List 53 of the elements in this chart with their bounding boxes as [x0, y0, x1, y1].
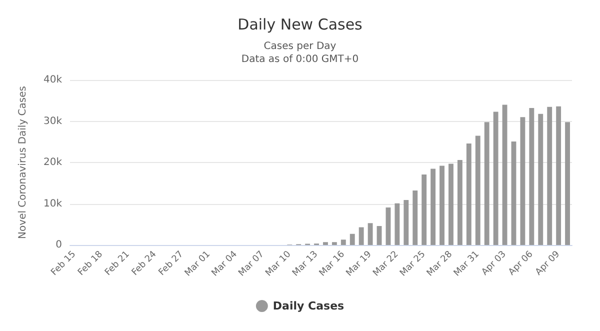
x-tick-label: Mar 22 — [372, 249, 401, 279]
bar — [323, 242, 328, 245]
bar — [466, 144, 472, 245]
bar — [440, 166, 444, 245]
bar — [484, 122, 490, 245]
x-tick-label: Feb 18 — [76, 249, 106, 278]
y-tick-label: 20k — [43, 157, 62, 168]
bar — [538, 114, 544, 245]
bar — [493, 112, 498, 245]
bar — [332, 242, 337, 245]
bar — [502, 104, 508, 245]
y-tick-label: 0 — [56, 240, 62, 250]
x-tick-label: Mar 01 — [183, 249, 212, 279]
bar — [368, 223, 373, 245]
bar — [422, 174, 427, 245]
bar — [350, 234, 355, 245]
chart-title: Daily New Cases — [238, 16, 363, 34]
x-tick-label: Mar 31 — [452, 249, 482, 279]
bar — [386, 207, 391, 245]
x-tick-label: Mar 28 — [425, 249, 455, 279]
bar — [565, 122, 570, 245]
x-tick-label: Mar 10 — [264, 249, 294, 279]
bar — [511, 141, 516, 245]
x-tick-label: Mar 13 — [290, 249, 320, 279]
bar — [404, 200, 409, 245]
bar — [394, 203, 400, 245]
bar — [529, 108, 534, 245]
x-tick-label: Feb 24 — [130, 249, 159, 278]
y-tick-label: 30k — [43, 116, 62, 127]
x-tick-label: Feb 21 — [103, 249, 132, 278]
bar — [358, 227, 364, 245]
x-tick-label: Mar 07 — [237, 249, 266, 279]
bar — [376, 226, 382, 245]
chart-subtitle: Cases per Day Data as of 0:00 GMT+0 — [241, 41, 359, 65]
y-tick-label: 10k — [43, 198, 62, 210]
bar — [457, 160, 462, 245]
bar — [448, 164, 454, 245]
x-tick-label: Feb 15 — [50, 249, 78, 278]
x-tick-label: Apr 06 — [507, 249, 536, 278]
bar — [556, 106, 562, 245]
bar — [430, 168, 436, 245]
x-tick-label: Feb 27 — [157, 249, 186, 278]
y-tick-label: 40k — [43, 74, 62, 86]
bar — [520, 117, 526, 245]
bar — [547, 106, 552, 245]
bar — [412, 190, 418, 245]
bar — [475, 136, 480, 245]
legend-label: Daily Cases — [272, 300, 345, 312]
x-tick-label: Apr 09 — [534, 249, 562, 278]
bar — [340, 240, 346, 245]
y-axis-title: Novel Coronavirus Daily Cases — [18, 86, 28, 239]
x-tick-label: Mar 25 — [398, 249, 428, 279]
x-tick-label: Apr 03 — [480, 249, 508, 278]
